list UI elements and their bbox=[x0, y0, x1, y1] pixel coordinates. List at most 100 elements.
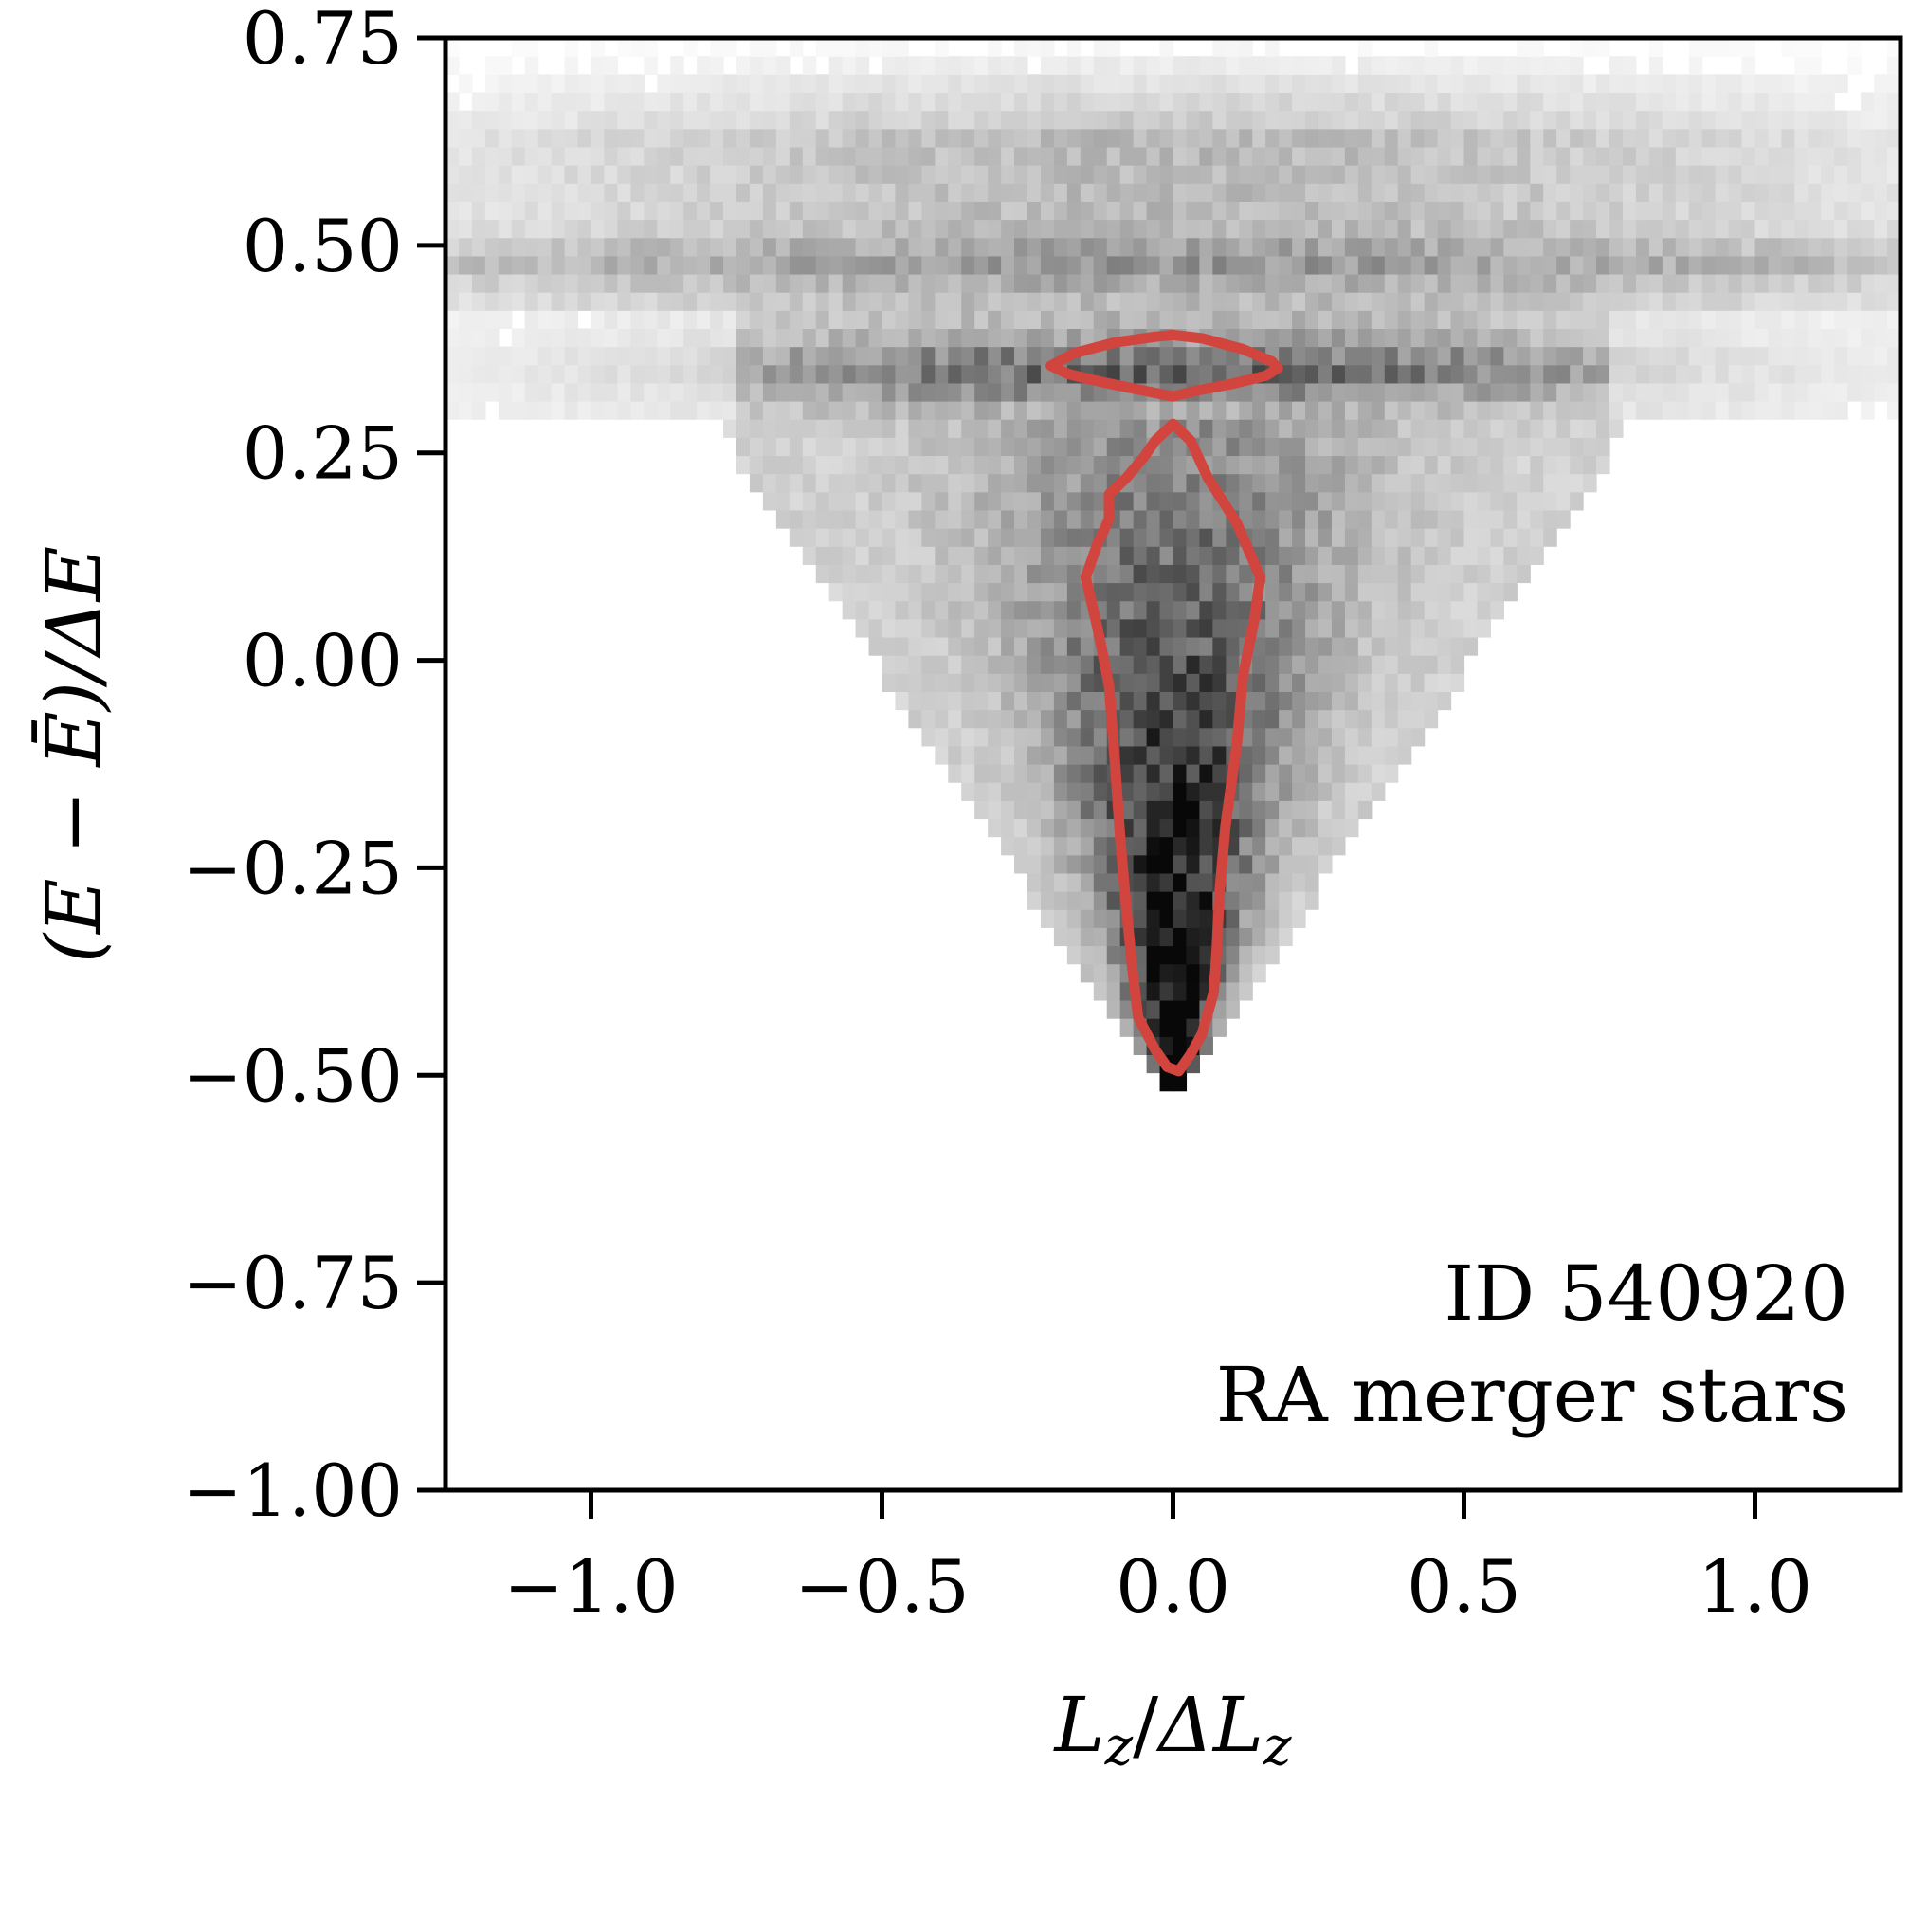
heatmap-cell bbox=[1331, 237, 1346, 257]
heatmap-cell bbox=[551, 364, 566, 384]
heatmap-cell bbox=[604, 165, 618, 184]
heatmap-cell bbox=[1133, 945, 1148, 965]
heatmap-cell bbox=[1648, 219, 1663, 239]
heatmap-cell bbox=[842, 600, 857, 620]
heatmap-cell bbox=[1186, 872, 1200, 892]
heatmap-cell bbox=[974, 473, 989, 493]
heatmap-cell bbox=[1715, 346, 1730, 366]
heatmap-cell bbox=[1874, 183, 1888, 202]
heatmap-cell bbox=[1279, 419, 1293, 438]
heatmap-cell bbox=[1635, 401, 1650, 420]
heatmap-cell bbox=[974, 455, 989, 475]
heatmap-cell bbox=[1279, 709, 1293, 729]
heatmap-cell bbox=[736, 328, 751, 348]
heatmap-cell bbox=[1226, 945, 1240, 965]
heatmap-cell bbox=[657, 382, 671, 402]
heatmap-cell bbox=[630, 110, 645, 130]
heatmap-cell bbox=[802, 219, 817, 239]
heatmap-cell bbox=[1450, 600, 1465, 620]
heatmap-cell bbox=[1371, 401, 1386, 420]
heatmap-cell bbox=[1119, 292, 1135, 311]
heatmap-cell bbox=[815, 491, 830, 511]
heatmap-cell bbox=[1001, 782, 1015, 801]
heatmap-cell bbox=[1053, 473, 1068, 493]
heatmap-cell bbox=[1596, 146, 1610, 166]
heatmap-cell bbox=[961, 691, 975, 711]
heatmap-cell bbox=[1305, 128, 1319, 148]
heatmap-cell bbox=[1609, 292, 1624, 311]
heatmap-cell bbox=[617, 219, 631, 239]
heatmap-cell bbox=[683, 401, 698, 420]
heatmap-cell bbox=[1728, 183, 1743, 202]
heatmap-cell bbox=[1768, 146, 1782, 166]
heatmap-cell bbox=[789, 273, 804, 293]
heatmap-cell bbox=[1675, 92, 1690, 112]
heatmap-cell bbox=[921, 128, 936, 148]
heatmap-cell bbox=[1344, 382, 1359, 402]
heatmap-cell bbox=[1662, 310, 1677, 329]
heatmap-cell bbox=[683, 255, 698, 275]
heatmap-cell bbox=[762, 74, 777, 94]
heatmap-cell bbox=[1410, 618, 1426, 638]
heatmap-cell bbox=[1715, 74, 1730, 94]
heatmap-cell bbox=[1437, 328, 1452, 348]
heatmap-cell bbox=[1186, 909, 1200, 928]
heatmap-cell bbox=[1106, 110, 1121, 130]
heatmap-cell bbox=[524, 38, 539, 57]
heatmap-cell bbox=[1053, 437, 1068, 457]
heatmap-cell bbox=[1596, 437, 1610, 457]
heatmap-cell bbox=[1344, 655, 1359, 674]
heatmap-cell bbox=[1424, 364, 1439, 384]
heatmap-cell bbox=[577, 273, 592, 293]
heatmap-cell bbox=[1622, 364, 1637, 384]
heatmap-cell bbox=[1331, 818, 1346, 838]
heatmap-cell bbox=[1159, 455, 1174, 475]
heatmap-cell bbox=[697, 255, 711, 275]
heatmap-cell bbox=[789, 491, 804, 511]
heatmap-cell bbox=[1292, 437, 1306, 457]
heatmap-cell bbox=[1199, 92, 1213, 112]
heatmap-cell bbox=[749, 455, 764, 475]
heatmap-cell bbox=[1357, 328, 1373, 348]
heatmap-cell bbox=[974, 546, 989, 565]
heatmap-cell bbox=[537, 364, 553, 384]
heatmap-cell bbox=[1357, 673, 1373, 692]
heatmap-cell bbox=[1292, 491, 1306, 511]
heatmap-cell bbox=[1450, 582, 1465, 602]
heatmap-cell bbox=[935, 473, 949, 493]
heatmap-cell bbox=[1186, 818, 1200, 838]
heatmap-cell bbox=[1741, 292, 1756, 311]
heatmap-cell bbox=[1318, 401, 1333, 420]
heatmap-cell bbox=[1410, 346, 1426, 366]
heatmap-cell bbox=[1014, 110, 1028, 130]
heatmap-cell bbox=[988, 382, 1002, 402]
heatmap-cell bbox=[1583, 237, 1597, 257]
heatmap-cell bbox=[1133, 401, 1148, 420]
heatmap-cell bbox=[988, 564, 1002, 584]
heatmap-cell bbox=[1252, 782, 1266, 801]
heatmap-cell bbox=[445, 255, 460, 275]
heatmap-cell bbox=[1146, 927, 1161, 947]
heatmap-cell bbox=[683, 183, 698, 202]
heatmap-cell bbox=[1675, 165, 1690, 184]
heatmap-cell bbox=[1424, 183, 1439, 202]
heatmap-cell bbox=[1027, 219, 1042, 239]
heatmap-cell bbox=[511, 74, 526, 94]
heatmap-cell bbox=[1648, 292, 1663, 311]
heatmap-cell bbox=[1212, 346, 1227, 366]
heatmap-cell bbox=[749, 237, 764, 257]
contour-line-2 bbox=[1080, 418, 1266, 1077]
heatmap-cell bbox=[577, 219, 592, 239]
heatmap-cell bbox=[1252, 74, 1266, 94]
heatmap-cell bbox=[1159, 963, 1174, 983]
heatmap-cell bbox=[710, 346, 724, 366]
heatmap-cell bbox=[1318, 582, 1333, 602]
heatmap-cell bbox=[1119, 691, 1135, 711]
heatmap-cell bbox=[961, 419, 975, 438]
heatmap-cell bbox=[1080, 56, 1095, 75]
heatmap-cell bbox=[1357, 237, 1373, 257]
heatmap-cell bbox=[1874, 273, 1888, 293]
heatmap-cell bbox=[537, 146, 553, 166]
heatmap-cell bbox=[1887, 219, 1901, 239]
heatmap-cell bbox=[1344, 564, 1359, 584]
